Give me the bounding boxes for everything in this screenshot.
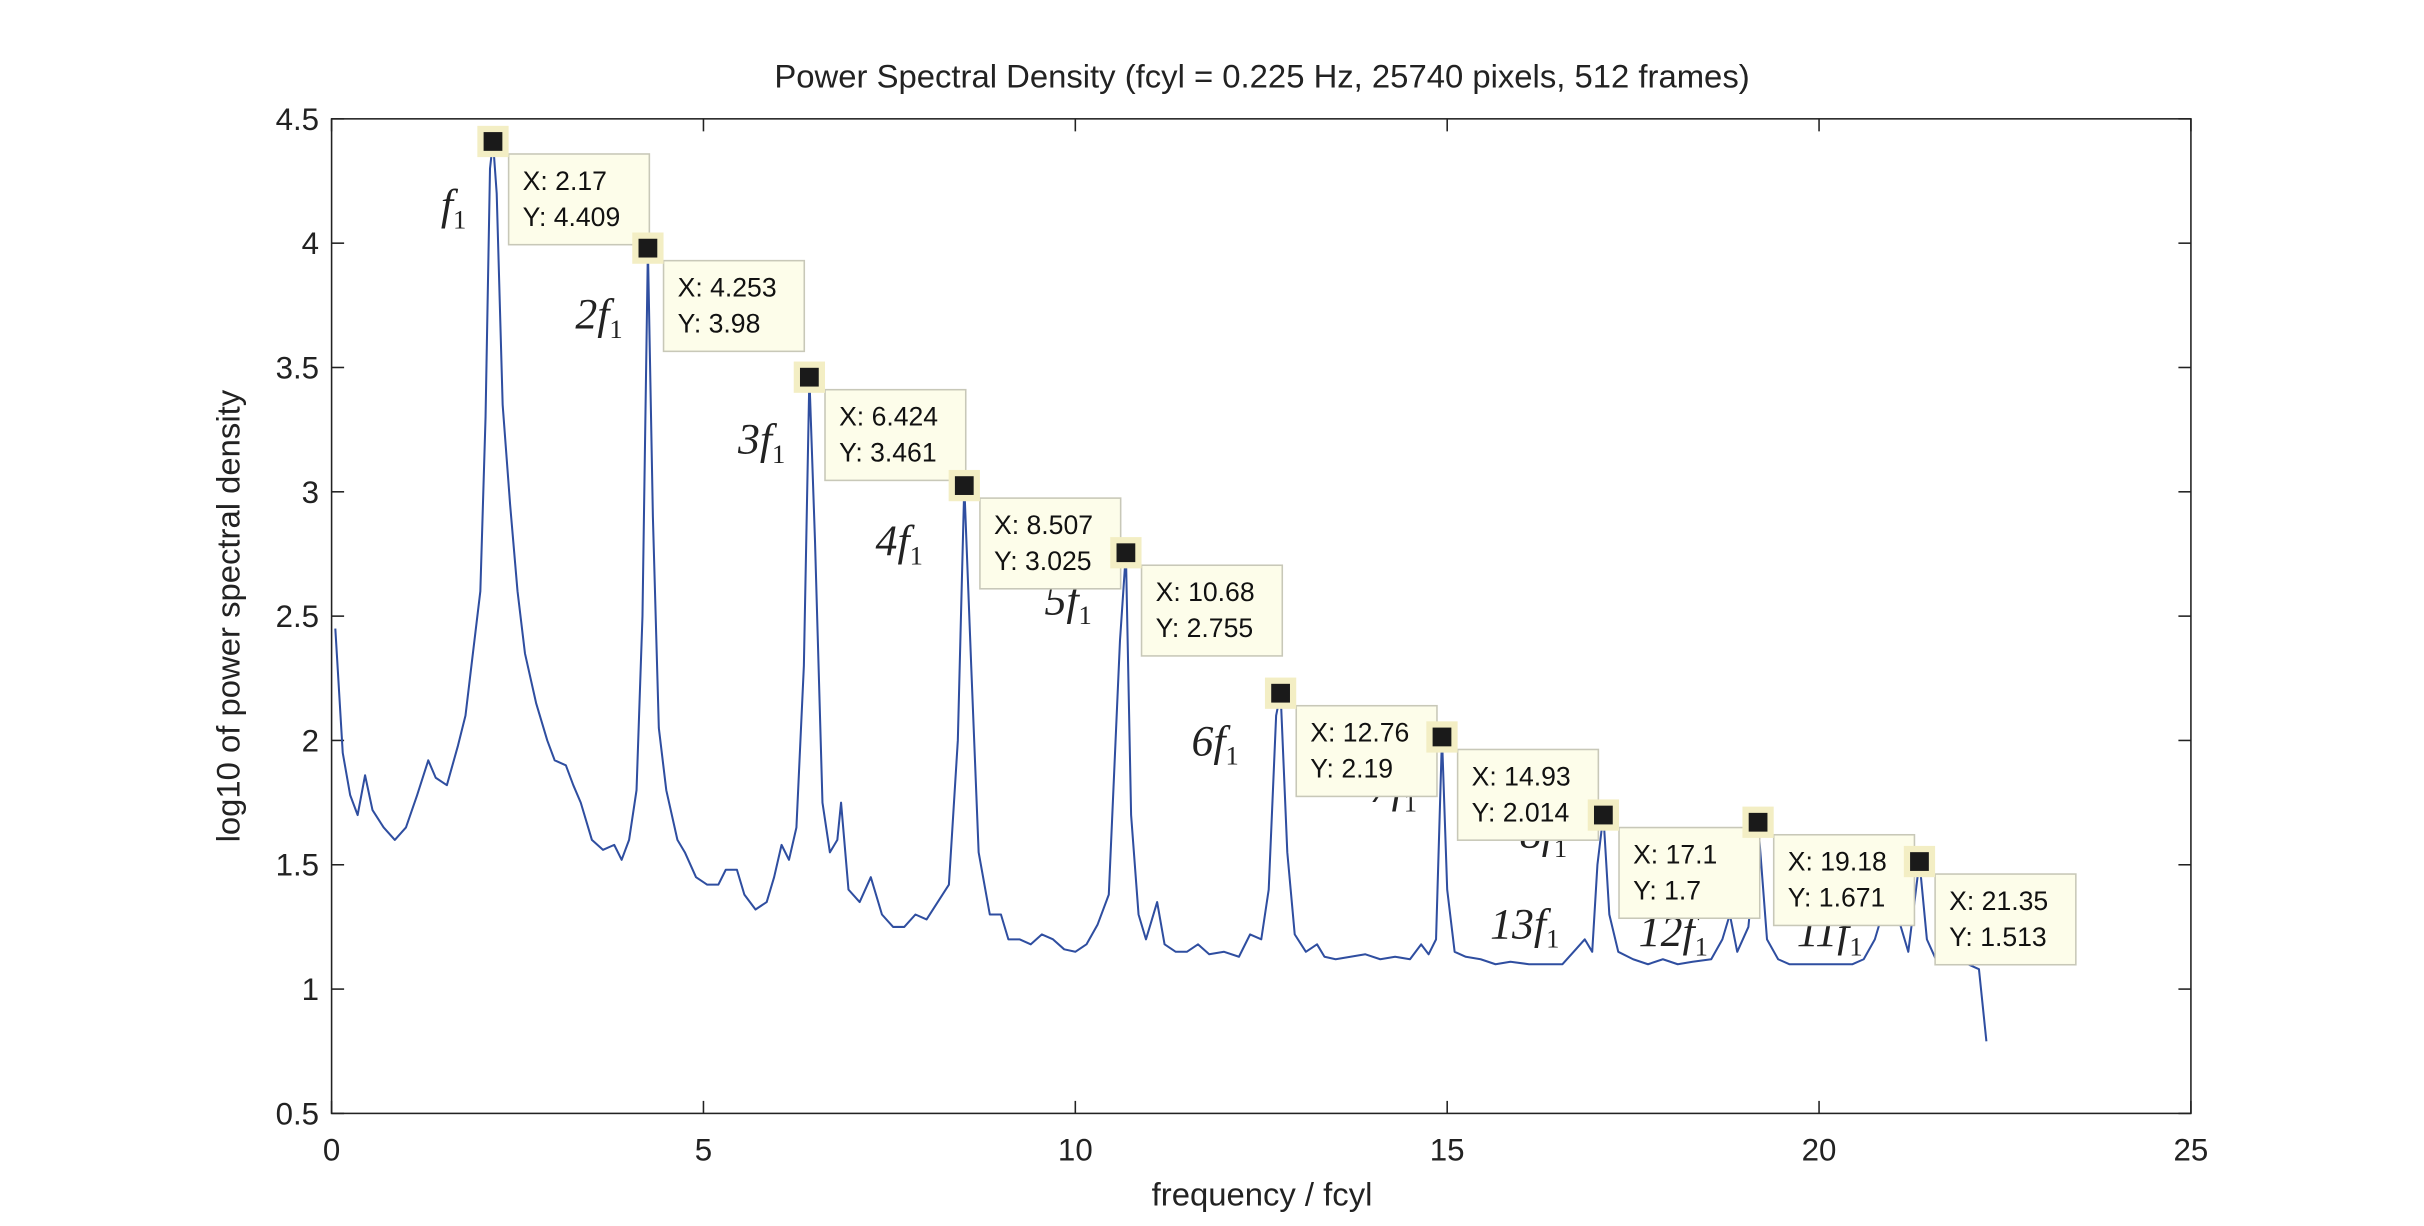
datatip-marker xyxy=(1432,727,1452,747)
datatip-x: X: 14.93 xyxy=(1472,761,1571,791)
harmonic-label: 6f1 xyxy=(1191,717,1238,770)
y-axis-label: log10 of power spectral density xyxy=(209,389,246,842)
datatip-x: X: 4.253 xyxy=(678,273,777,303)
x-tick-label: 15 xyxy=(1430,1132,1465,1167)
datatip-y: Y: 3.98 xyxy=(678,309,761,339)
datatip-box xyxy=(824,388,967,482)
harmonic-text: 3f xyxy=(737,415,778,463)
datatip-box xyxy=(507,153,651,246)
harmonic-subscript: 1 xyxy=(772,439,785,469)
y-tick-label: 3.5 xyxy=(276,350,319,385)
datatip-box xyxy=(662,259,806,353)
harmonic-label: 3f1 xyxy=(737,415,785,468)
datatip-marker xyxy=(1116,543,1136,563)
datatip-y: Y: 2.19 xyxy=(1310,754,1393,784)
datatip-box xyxy=(979,497,1122,590)
datatip-y: Y: 3.025 xyxy=(994,546,1092,576)
datatip-marker xyxy=(1593,805,1613,825)
datatip-box xyxy=(1618,826,1761,920)
x-tick-label: 10 xyxy=(1058,1132,1093,1167)
harmonic-subscript: 1 xyxy=(1849,931,1862,961)
harmonic-text: 4f xyxy=(876,517,916,565)
y-tick-label: 0.5 xyxy=(276,1096,319,1131)
datatip-box xyxy=(1456,748,1600,841)
y-tick-label: 1.5 xyxy=(276,848,319,883)
y-tick-label: 3 xyxy=(302,475,319,510)
y-tick-label: 4.5 xyxy=(276,102,319,137)
datatip-y: Y: 2.755 xyxy=(1156,613,1254,643)
datatip-y: Y: 2.014 xyxy=(1472,797,1570,827)
datatip-x: X: 19.18 xyxy=(1788,847,1887,877)
datatip-y: Y: 1.513 xyxy=(1949,922,2047,952)
datatip-marker xyxy=(1748,812,1768,832)
datatip-x: X: 21.35 xyxy=(1949,886,2048,916)
datatip-marker xyxy=(799,367,819,387)
harmonic-subscript: 1 xyxy=(609,314,622,344)
harmonic-text: 2f xyxy=(575,290,615,338)
x-tick-label: 20 xyxy=(1802,1132,1837,1167)
harmonic-label: 13f1 xyxy=(1490,900,1559,953)
harmonic-subscript: 1 xyxy=(453,204,466,234)
y-tick-label: 2 xyxy=(302,723,319,758)
x-tick-label: 0 xyxy=(323,1132,340,1167)
datatip-x: X: 17.1 xyxy=(1633,840,1717,870)
datatip-y: Y: 1.7 xyxy=(1633,875,1701,905)
datatip-marker xyxy=(483,132,503,151)
x-axis-label: frequency / fcyl xyxy=(1152,1176,1373,1213)
harmonic-subscript: 1 xyxy=(1695,931,1708,961)
datatip-box xyxy=(1772,833,1916,927)
x-tick-label: 5 xyxy=(695,1132,712,1167)
datatip-x: X: 8.507 xyxy=(994,510,1093,540)
harmonic-subscript: 1 xyxy=(910,541,923,571)
datatip-marker xyxy=(1271,683,1290,703)
spectrum-line xyxy=(334,140,1988,1042)
datatip-y: Y: 1.671 xyxy=(1788,883,1886,913)
datatip-box xyxy=(1140,564,1284,657)
harmonic-subscript: 1 xyxy=(1546,924,1559,954)
datatip-y: Y: 4.409 xyxy=(523,202,621,232)
datatip-marker xyxy=(638,238,658,258)
harmonic-label: f1 xyxy=(441,181,466,234)
datatip-marker xyxy=(954,476,974,495)
datatip-box xyxy=(1934,873,2077,966)
datatip-x: X: 12.76 xyxy=(1310,718,1409,748)
harmonic-label: 2f1 xyxy=(575,290,622,343)
y-tick-label: 2.5 xyxy=(276,599,319,634)
y-tick-label: 4 xyxy=(302,226,319,261)
datatip-marker xyxy=(1910,852,1929,871)
datatip-box xyxy=(1295,704,1438,798)
harmonic-subscript: 1 xyxy=(1079,600,1092,630)
datatip-y: Y: 3.461 xyxy=(839,438,937,468)
harmonic-text: 6f xyxy=(1191,717,1231,765)
datatip-x: X: 10.68 xyxy=(1156,577,1255,607)
y-tick-label: 1 xyxy=(302,972,319,1007)
chart-title: Power Spectral Density (fcyl = 0.225 Hz,… xyxy=(774,58,1749,95)
datatip-x: X: 6.424 xyxy=(839,402,938,432)
harmonic-subscript: 1 xyxy=(1226,741,1239,771)
harmonic-text: 13f xyxy=(1490,900,1552,948)
x-tick-label: 25 xyxy=(2174,1132,2209,1167)
harmonic-label: 4f1 xyxy=(876,517,923,570)
datatip-x: X: 2.17 xyxy=(523,166,607,196)
